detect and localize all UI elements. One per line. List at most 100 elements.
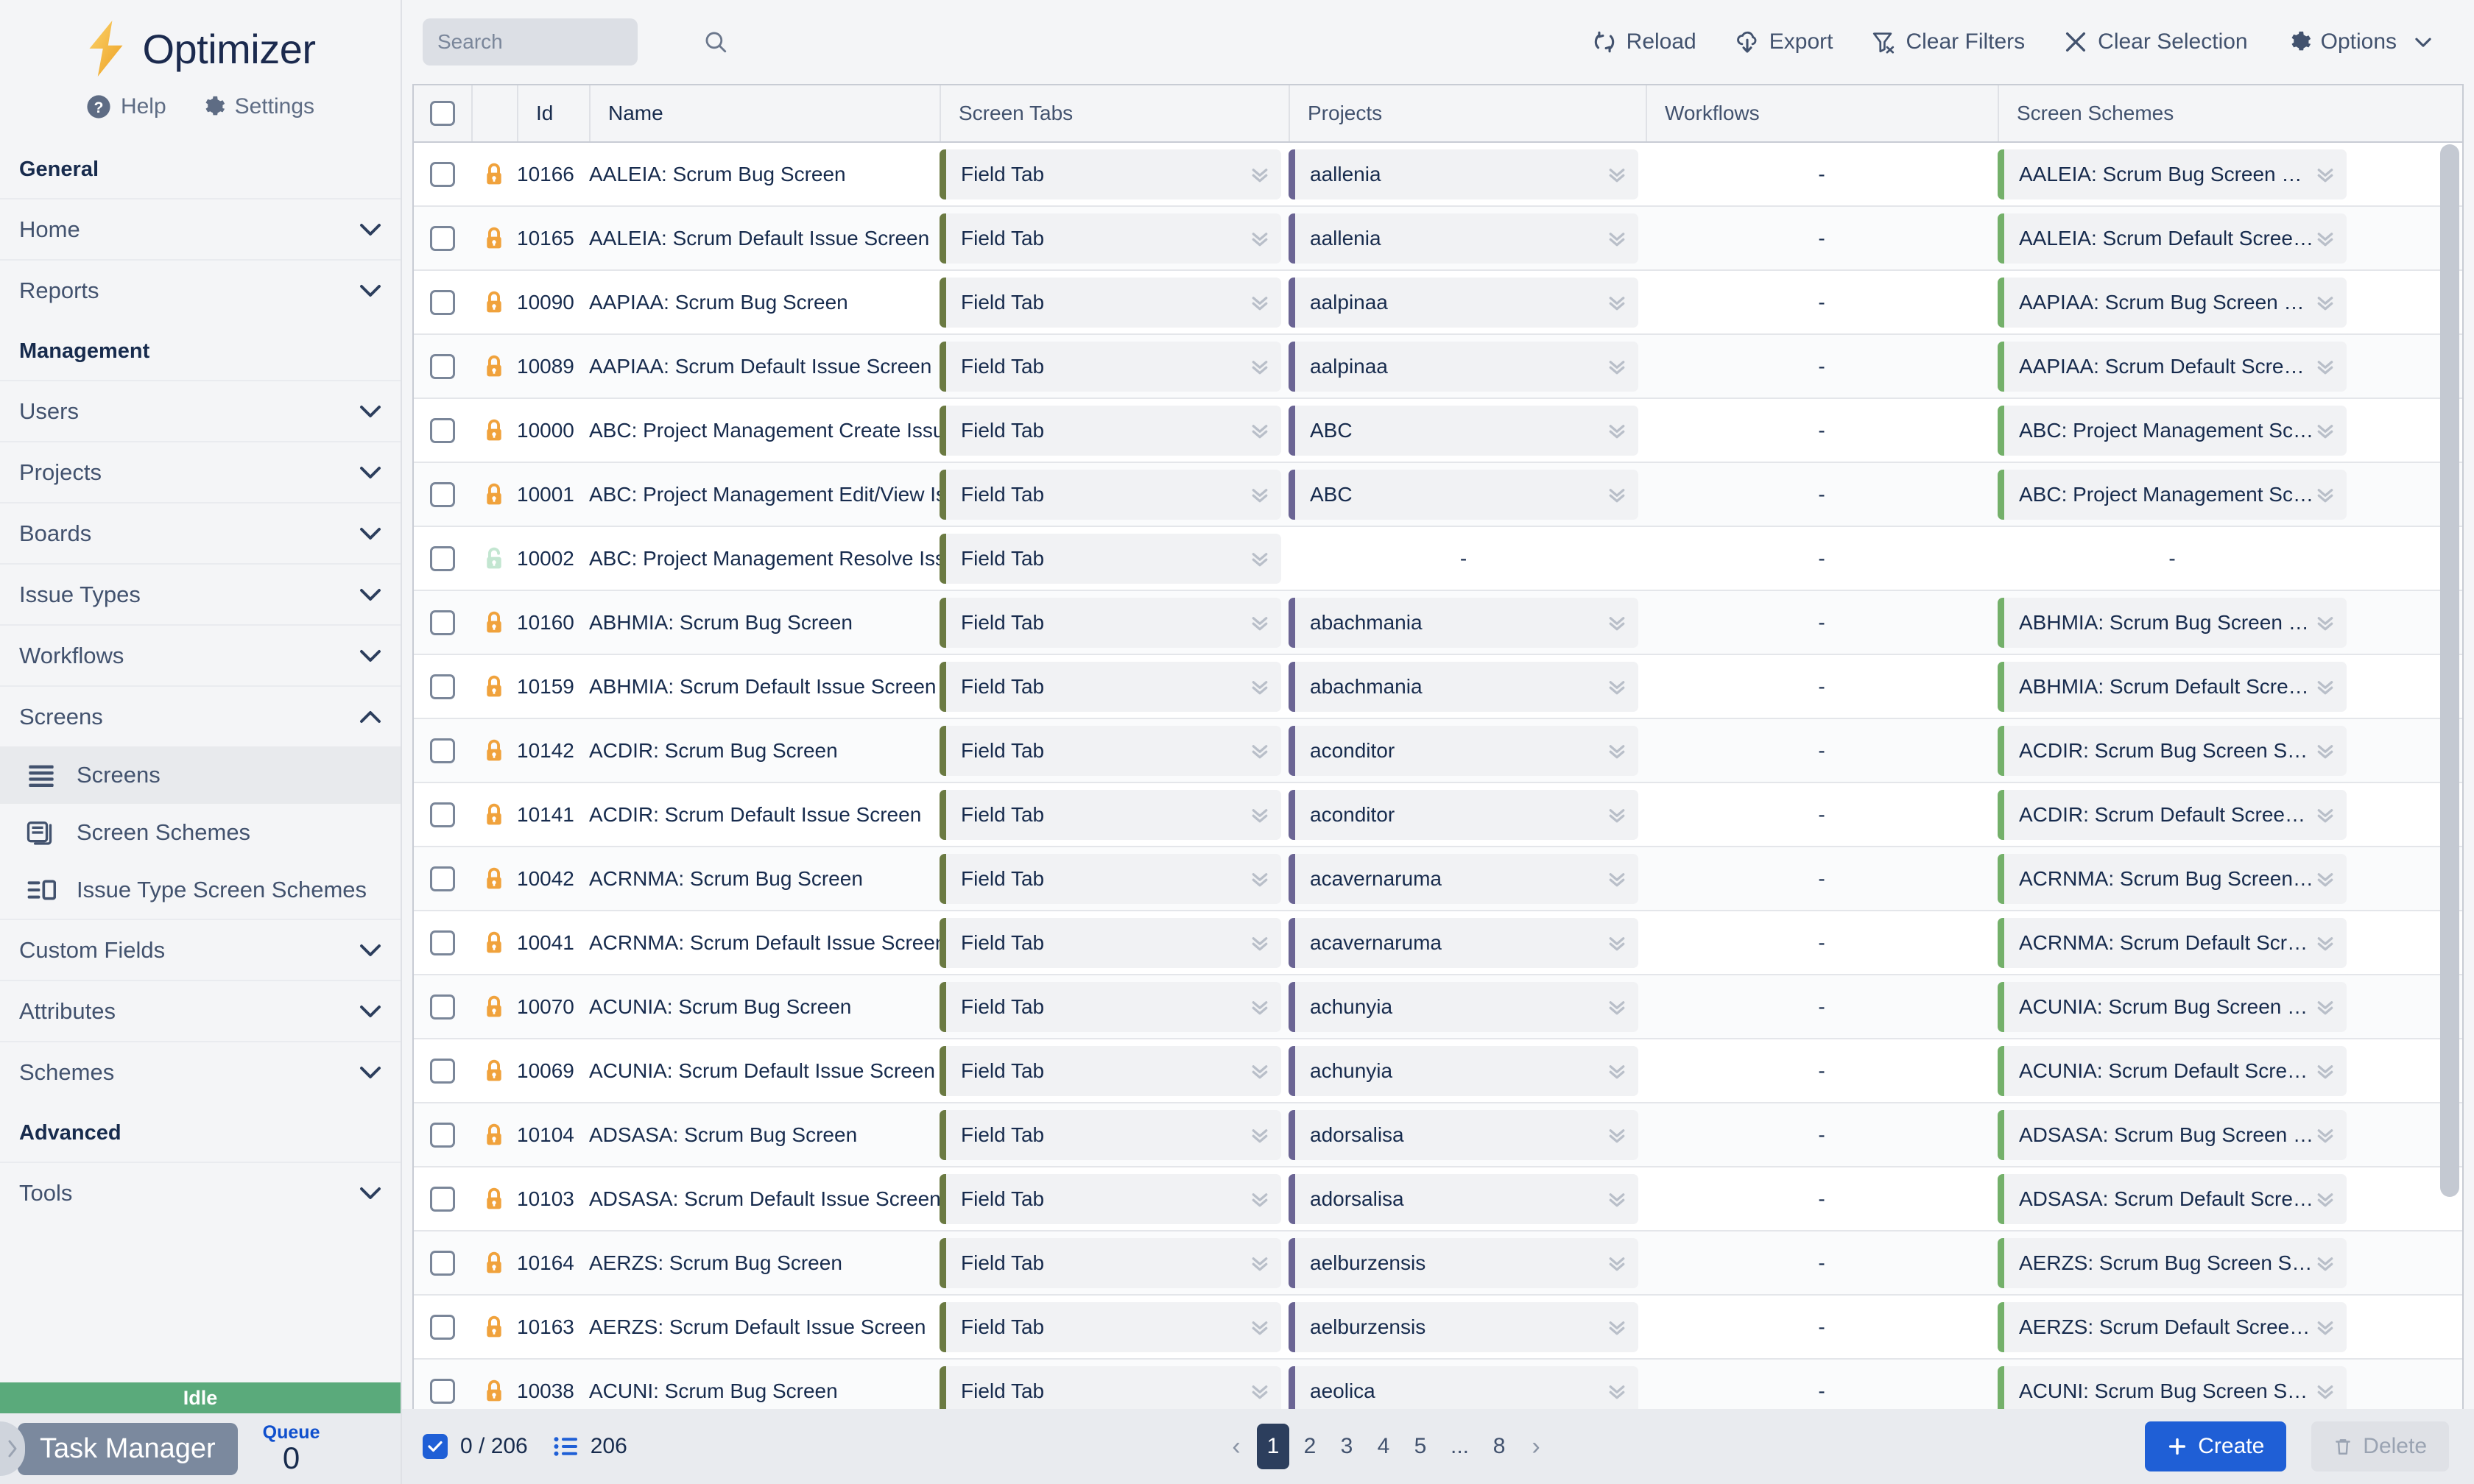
sidebar-item-attributes[interactable]: Attributes (0, 980, 401, 1041)
sidebar-item-schemes[interactable]: Schemes (0, 1041, 401, 1102)
sidebar-item-issue-type-screen-schemes[interactable]: Issue Type Screen Schemes (0, 861, 401, 919)
expand-projects-icon[interactable] (1606, 356, 1628, 378)
expand-projects-icon[interactable] (1606, 612, 1628, 634)
value-pill[interactable]: Field Tab (940, 1301, 1281, 1352)
sidebar-item-screens[interactable]: Screens (0, 685, 401, 746)
value-pill[interactable]: AERZS: Scrum Default Screen S... (1998, 1301, 2347, 1352)
vertical-scrollbar[interactable] (2440, 144, 2459, 1197)
expand-screen-schemes-icon[interactable] (2314, 356, 2336, 378)
value-pill[interactable]: ACDIR: Scrum Bug Screen Sch... (1998, 725, 2347, 776)
lock-closed-icon[interactable] (483, 866, 505, 891)
lock-closed-icon[interactable] (483, 610, 505, 635)
value-pill[interactable]: Field Tab (940, 1045, 1281, 1096)
value-pill[interactable]: aalpinaa (1289, 341, 1638, 392)
value-pill[interactable]: Field Tab (940, 149, 1281, 199)
pagination-prev[interactable]: ‹ (1232, 1432, 1241, 1460)
expand-screen-tabs-icon[interactable] (1249, 932, 1271, 954)
table-row[interactable]: 10038 ACUNI: Scrum Bug Screen Field Tab aeo… (414, 1360, 2462, 1409)
sidebar-item-screen-schemes[interactable]: Screen Schemes (0, 804, 401, 861)
expand-screen-tabs-icon[interactable] (1249, 740, 1271, 762)
expand-screen-schemes-icon[interactable] (2314, 932, 2336, 954)
value-pill[interactable]: ACDIR: Scrum Default Screen S... (1998, 789, 2347, 840)
column-header-name[interactable]: Name (589, 85, 940, 141)
expand-projects-icon[interactable] (1606, 1060, 1628, 1082)
create-button[interactable]: Create (2145, 1421, 2287, 1471)
lock-closed-icon[interactable] (483, 290, 505, 315)
expand-projects-icon[interactable] (1606, 484, 1628, 506)
expand-projects-icon[interactable] (1606, 227, 1628, 250)
expand-screen-schemes-icon[interactable] (2314, 227, 2336, 250)
expand-screen-schemes-icon[interactable] (2314, 804, 2336, 826)
table-row[interactable]: 10069 ACUNIA: Scrum Default Issue Screen F… (414, 1039, 2462, 1103)
lock-closed-icon[interactable] (483, 418, 505, 443)
row-checkbox[interactable] (430, 481, 455, 507)
column-header-lock[interactable] (471, 85, 517, 141)
value-pill[interactable]: Field Tab (940, 853, 1281, 904)
export-button[interactable]: Export (1721, 22, 1847, 62)
lock-closed-icon[interactable] (483, 930, 505, 955)
help-link[interactable]: ? Help (86, 94, 166, 119)
value-pill[interactable]: AAPIAA: Scrum Bug Screen Sc... (1998, 277, 2347, 328)
row-checkbox[interactable] (430, 866, 455, 891)
pagination-page-5[interactable]: 5 (1414, 1434, 1427, 1458)
expand-screen-tabs-icon[interactable] (1249, 868, 1271, 890)
lock-open-icon[interactable] (483, 546, 505, 571)
search-input[interactable] (437, 30, 703, 54)
pagination-next[interactable]: › (1532, 1432, 1540, 1460)
value-pill[interactable]: adorsalisa (1289, 1173, 1638, 1224)
table-row[interactable]: 10142 ACDIR: Scrum Bug Screen Field Tab aco… (414, 719, 2462, 783)
row-checkbox[interactable] (430, 994, 455, 1020)
table-row[interactable]: 10166 AALEIA: Scrum Bug Screen Field Tab aa… (414, 143, 2462, 207)
value-pill[interactable]: ADSASA: Scrum Bug Screen Sc... (1998, 1109, 2347, 1160)
expand-projects-icon[interactable] (1606, 932, 1628, 954)
expand-screen-schemes-icon[interactable] (2314, 1380, 2336, 1402)
value-pill[interactable]: ABHMIA: Scrum Default Screen ... (1998, 661, 2347, 712)
value-pill[interactable]: ABC: Project Management Scre... (1998, 469, 2347, 520)
expand-screen-tabs-icon[interactable] (1249, 1188, 1271, 1210)
value-pill[interactable]: abachmania (1289, 661, 1638, 712)
value-pill[interactable]: Field Tab (940, 213, 1281, 264)
value-pill[interactable]: acavernaruma (1289, 917, 1638, 968)
table-row[interactable]: 10159 ABHMIA: Scrum Default Issue Screen F… (414, 655, 2462, 719)
expand-screen-schemes-icon[interactable] (2314, 292, 2336, 314)
row-checkbox[interactable] (430, 1250, 455, 1276)
row-checkbox[interactable] (430, 802, 455, 827)
sidebar-item-users[interactable]: Users (0, 380, 401, 441)
expand-projects-icon[interactable] (1606, 1188, 1628, 1210)
table-row[interactable]: 10000 ABC: Project Management Create Issu… (414, 399, 2462, 463)
expand-screen-schemes-icon[interactable] (2314, 1252, 2336, 1274)
expand-projects-icon[interactable] (1606, 868, 1628, 890)
table-row[interactable]: 10090 AAPIAA: Scrum Bug Screen Field Tab aa… (414, 271, 2462, 335)
value-pill[interactable]: Field Tab (940, 277, 1281, 328)
value-pill[interactable]: aalpinaa (1289, 277, 1638, 328)
value-pill[interactable]: ABHMIA: Scrum Bug Screen Sc... (1998, 597, 2347, 648)
clear-filters-button[interactable]: Clear Filters (1858, 22, 2038, 62)
expand-screen-tabs-icon[interactable] (1249, 1252, 1271, 1274)
row-checkbox[interactable] (430, 545, 455, 571)
expand-screen-schemes-icon[interactable] (2314, 1124, 2336, 1146)
expand-projects-icon[interactable] (1606, 1124, 1628, 1146)
row-checkbox[interactable] (430, 1378, 455, 1404)
expand-screen-tabs-icon[interactable] (1249, 1124, 1271, 1146)
row-checkbox[interactable] (430, 610, 455, 635)
sidebar-item-home[interactable]: Home (0, 198, 401, 259)
settings-link[interactable]: Settings (200, 94, 314, 119)
expand-projects-icon[interactable] (1606, 676, 1628, 698)
value-pill[interactable]: abachmania (1289, 597, 1638, 648)
expand-screen-schemes-icon[interactable] (2314, 612, 2336, 634)
expand-screen-schemes-icon[interactable] (2314, 420, 2336, 442)
value-pill[interactable]: Field Tab (940, 1237, 1281, 1288)
expand-screen-schemes-icon[interactable] (2314, 163, 2336, 186)
row-checkbox[interactable] (430, 225, 455, 251)
lock-closed-icon[interactable] (483, 1187, 505, 1212)
value-pill[interactable]: Field Tab (940, 789, 1281, 840)
table-row[interactable]: 10104 ADSASA: Scrum Bug Screen Field Tab ad… (414, 1103, 2462, 1167)
value-pill[interactable]: ACRNMA: Scrum Default Screen... (1998, 917, 2347, 968)
expand-screen-tabs-icon[interactable] (1249, 163, 1271, 186)
expand-screen-schemes-icon[interactable] (2314, 484, 2336, 506)
column-header-screen-schemes[interactable]: Screen Schemes (1998, 85, 2354, 141)
lock-closed-icon[interactable] (483, 1251, 505, 1276)
value-pill[interactable]: Field Tab (940, 405, 1281, 456)
expand-screen-schemes-icon[interactable] (2314, 1060, 2336, 1082)
table-row[interactable]: 10163 AERZS: Scrum Default Issue Screen Fi… (414, 1296, 2462, 1360)
